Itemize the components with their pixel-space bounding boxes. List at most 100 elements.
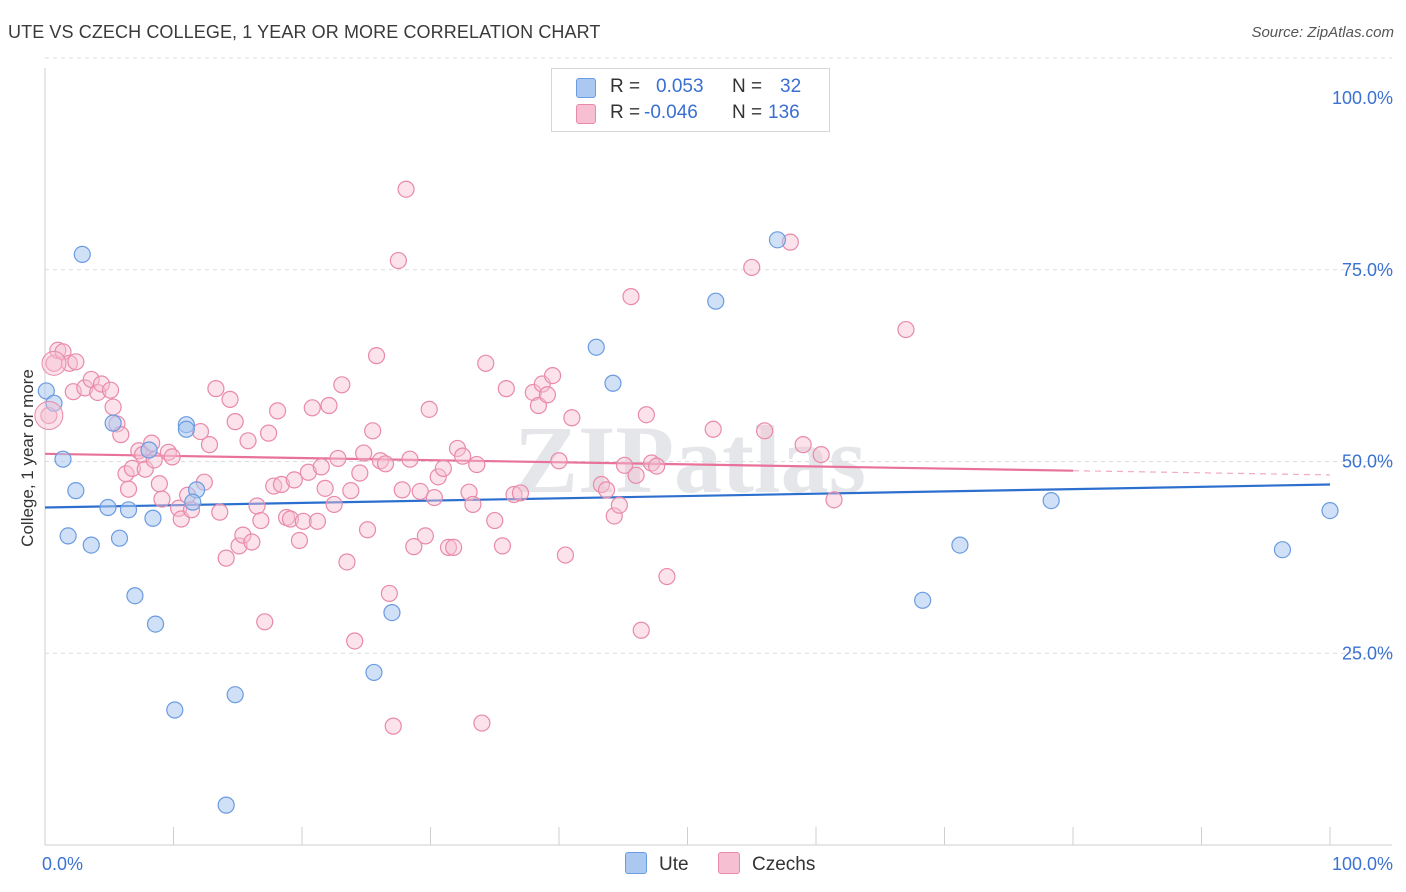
czechs-point: [308, 512, 327, 530]
ute-point: [177, 420, 195, 438]
ute-point: [126, 587, 144, 605]
czechs-point: [136, 460, 154, 478]
czechs-point: [543, 366, 562, 385]
czechs-point: [256, 613, 274, 631]
czechs-point: [416, 527, 434, 545]
n-label: N =: [732, 76, 763, 97]
legend-swatch-czechs: [718, 852, 740, 874]
ute-point: [146, 615, 165, 633]
legend-label-ute: Ute: [659, 854, 689, 875]
czechs-point: [299, 463, 318, 481]
czechs-point: [605, 507, 623, 525]
czechs-point: [342, 482, 360, 500]
czechs-point: [248, 497, 266, 515]
ute-point: [587, 338, 605, 356]
ute-swatch: [576, 78, 596, 98]
czechs-point: [303, 399, 321, 417]
czechs-point: [150, 475, 168, 493]
czechs-point: [101, 381, 120, 399]
czechs-point: [358, 521, 377, 539]
ute-point: [104, 414, 122, 432]
czechs-point: [376, 455, 395, 473]
chart-title: UTE VS CZECH COLLEGE, 1 YEAR OR MORE COR…: [8, 22, 601, 42]
x-tick-label-min: 0.0%: [42, 854, 83, 874]
legend-label-czechs: Czechs: [752, 854, 816, 875]
czechs-point: [346, 632, 364, 650]
czechs-point: [290, 531, 309, 550]
czechs-point: [425, 488, 443, 507]
czechs-point: [812, 445, 830, 464]
czechs-point: [615, 456, 634, 474]
czechs-point: [285, 471, 303, 489]
czechs-point: [217, 549, 235, 567]
ute-point: [226, 686, 244, 704]
czechs-point: [627, 466, 645, 484]
czechs-point: [658, 567, 676, 586]
czechs-point: [401, 450, 419, 468]
czechs-point: [389, 251, 407, 270]
ute-point: [144, 509, 162, 527]
czechs-point: [239, 432, 257, 450]
ute-point: [54, 450, 72, 468]
ute-point: [951, 536, 969, 554]
correlation-stats-box: R = 0.053 N = 32 R = -0.046 N = 136: [551, 68, 830, 132]
czechs-point: [486, 511, 504, 530]
czechs-point: [464, 495, 482, 514]
ute-point: [73, 245, 91, 264]
y-tick-label: 25.0%: [1342, 643, 1393, 663]
czechs-point: [411, 482, 429, 501]
czechs-point: [393, 481, 411, 499]
czechs-point: [119, 480, 138, 498]
r-label: R =: [610, 102, 641, 123]
czechs-point: [252, 511, 270, 530]
ute-point: [37, 382, 55, 400]
czechs-point: [497, 380, 515, 398]
ute-point: [82, 536, 100, 554]
czechs-point: [825, 491, 843, 509]
ute-point: [1321, 501, 1339, 520]
ute-point: [184, 493, 202, 511]
source-credit: Source: ZipAtlas.com: [1251, 24, 1394, 41]
czechs-point: [622, 287, 640, 306]
czechs-point: [104, 398, 122, 416]
czechs-point: [642, 454, 661, 472]
czechs-point: [170, 499, 188, 517]
czechs-point: [454, 447, 472, 465]
r-value: -0.046: [644, 102, 698, 123]
ute-point: [707, 292, 725, 310]
ute-point: [383, 603, 401, 622]
czechs-point: [67, 353, 85, 371]
czechs-trend-line: [44, 452, 1074, 472]
czechs-point: [380, 584, 398, 603]
n-value: 32: [780, 76, 802, 97]
axes: [44, 68, 1392, 846]
x-tick-label-max: 100.0%: [1332, 854, 1393, 874]
ute-point: [99, 498, 117, 517]
czechs-point: [538, 386, 557, 404]
ute-point: [119, 501, 138, 519]
czechs-point: [505, 485, 523, 504]
czechs-point: [897, 320, 915, 339]
czechs-point: [221, 390, 239, 408]
czechs-point: [333, 376, 351, 394]
czechs-point: [243, 533, 261, 551]
czechs-point: [397, 180, 415, 198]
ute-point: [140, 441, 158, 459]
czechs-point: [259, 424, 278, 442]
ute-point: [1273, 541, 1292, 559]
ute-trend-line: [44, 483, 1331, 509]
czechs-point: [294, 512, 312, 530]
czechs-point: [268, 402, 287, 420]
czechs-point: [329, 449, 347, 468]
czechs-point: [312, 458, 330, 476]
tick-labels: 25.0% 50.0% 75.0% 100.0% 0.0% 100.0%: [42, 88, 1393, 874]
czechs-point: [34, 400, 64, 430]
stats-row-czechs: R = -0.046 N = 136: [552, 100, 829, 126]
czechs-point: [211, 503, 229, 521]
czechs-point: [226, 413, 244, 431]
czechs-point: [405, 538, 423, 556]
czechs-point: [320, 396, 338, 415]
czechs-point: [434, 459, 452, 478]
czechs-point: [371, 452, 389, 470]
